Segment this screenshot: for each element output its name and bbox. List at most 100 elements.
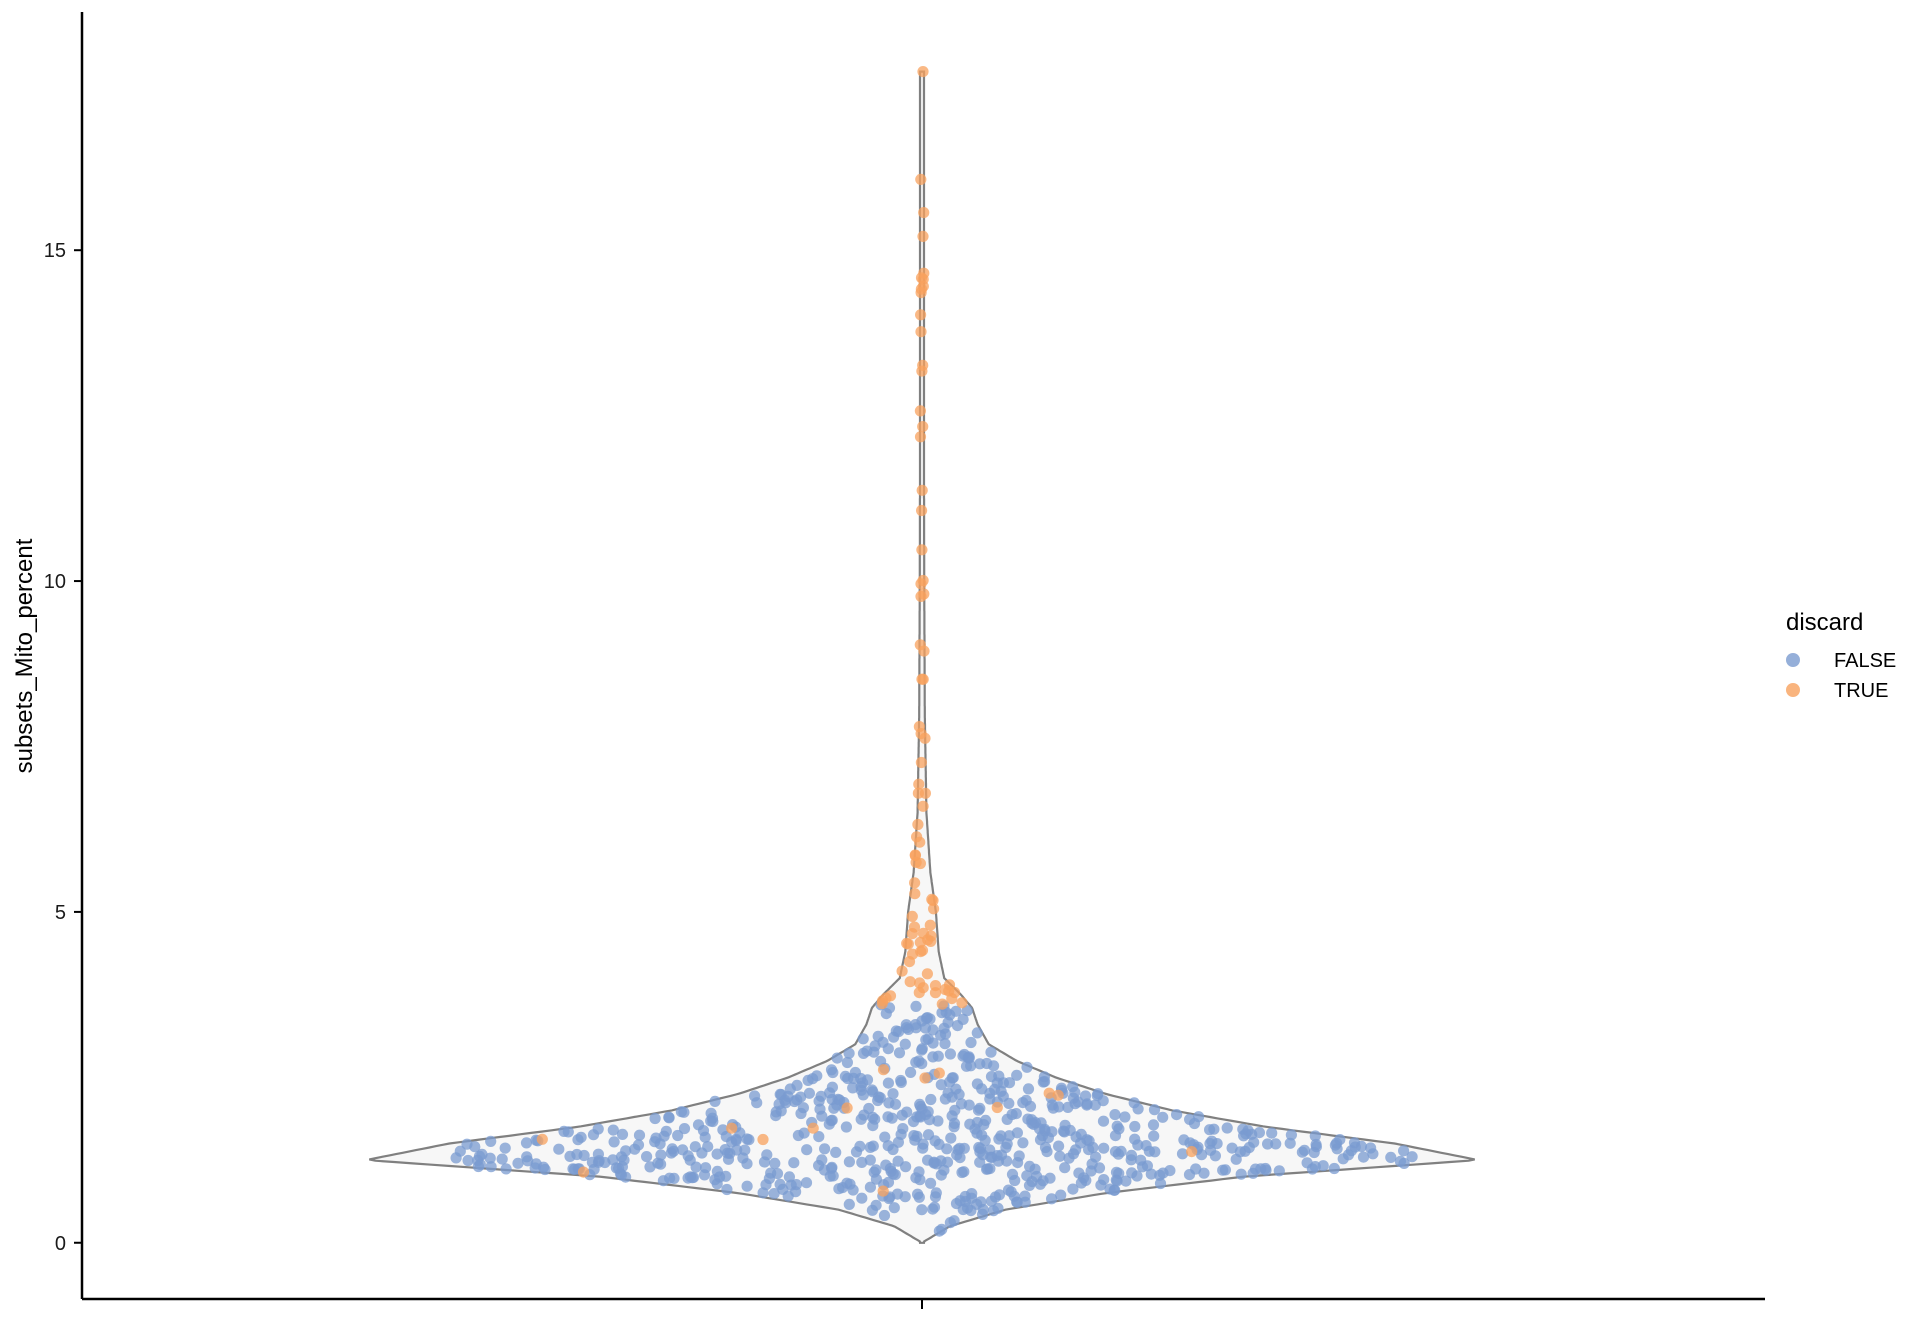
point-false xyxy=(1081,1134,1093,1146)
point-true xyxy=(906,910,918,923)
point-false xyxy=(928,1201,941,1213)
point-false xyxy=(1246,1128,1258,1140)
point-false xyxy=(1010,1108,1022,1120)
point-false xyxy=(916,1204,928,1216)
point-false xyxy=(1039,1141,1052,1154)
point-false xyxy=(993,1070,1005,1082)
point-false xyxy=(837,1182,849,1194)
point-false xyxy=(500,1163,512,1175)
point-false xyxy=(1067,1081,1079,1093)
point-true xyxy=(1043,1087,1055,1099)
point-false xyxy=(916,1044,928,1056)
point-true xyxy=(917,800,929,812)
point-false xyxy=(841,1056,854,1069)
point-false xyxy=(917,1142,929,1154)
point-false xyxy=(921,1012,934,1024)
axes xyxy=(80,12,1765,1309)
point-true xyxy=(917,66,929,78)
point-false xyxy=(791,1094,803,1106)
point-false xyxy=(484,1152,496,1164)
point-false xyxy=(1176,1148,1189,1160)
point-true xyxy=(914,431,927,443)
point-false xyxy=(741,1180,753,1192)
point-false xyxy=(819,1143,831,1155)
point-true xyxy=(918,207,930,219)
point-false xyxy=(1073,1167,1085,1179)
point-false xyxy=(897,1123,909,1135)
point-false xyxy=(768,1188,780,1200)
legend: discard FALSE TRUE xyxy=(1786,609,1896,702)
point-false xyxy=(1024,1160,1036,1172)
point-false xyxy=(578,1149,590,1162)
point-false xyxy=(1129,1133,1141,1145)
point-false xyxy=(686,1172,698,1184)
point-true xyxy=(919,732,931,744)
point-false xyxy=(1120,1175,1132,1187)
point-false xyxy=(857,1033,869,1045)
point-false xyxy=(1037,1076,1049,1088)
point-false xyxy=(593,1155,605,1167)
point-false xyxy=(864,1181,877,1193)
point-false xyxy=(792,1129,805,1142)
point-false xyxy=(537,1161,550,1173)
point-true xyxy=(914,639,926,651)
point-false xyxy=(824,1170,836,1182)
point-false xyxy=(1097,1115,1110,1127)
point-false xyxy=(988,1060,1000,1072)
point-false xyxy=(1217,1164,1229,1176)
point-false xyxy=(760,1179,772,1191)
point-true xyxy=(896,965,908,977)
point-true xyxy=(917,421,929,433)
point-false xyxy=(618,1154,630,1166)
point-false xyxy=(950,1005,962,1017)
point-true xyxy=(916,673,928,685)
point-false xyxy=(650,1132,662,1144)
point-true xyxy=(904,976,916,988)
point-true xyxy=(913,987,925,999)
point-false xyxy=(870,1173,883,1185)
point-false xyxy=(878,1209,891,1222)
point-false xyxy=(850,1146,863,1158)
point-false xyxy=(616,1128,629,1140)
point-false xyxy=(946,1072,958,1084)
point-false xyxy=(913,1055,925,1067)
point-false xyxy=(462,1154,474,1167)
point-false xyxy=(801,1144,813,1156)
point-false xyxy=(814,1103,826,1115)
point-true xyxy=(1186,1146,1198,1158)
legend-swatch-false xyxy=(1786,653,1800,667)
point-true xyxy=(876,997,888,1010)
point-false xyxy=(699,1131,711,1143)
point-false xyxy=(913,1166,925,1178)
point-false xyxy=(910,1000,922,1013)
point-false xyxy=(892,1136,905,1148)
y-axis-title: subsets_Mito_percent xyxy=(11,538,38,773)
point-false xyxy=(855,1072,867,1085)
point-false xyxy=(939,1093,952,1105)
point-false xyxy=(1129,1120,1141,1133)
point-false xyxy=(709,1174,721,1186)
point-false xyxy=(1147,1119,1160,1131)
point-false xyxy=(834,1094,846,1106)
point-false xyxy=(1021,1061,1033,1073)
point-false xyxy=(856,1192,868,1204)
point-false xyxy=(948,1117,961,1129)
point-false xyxy=(1011,1127,1024,1139)
point-false xyxy=(979,1134,991,1146)
point-false xyxy=(1085,1165,1097,1177)
point-false xyxy=(856,1156,868,1168)
point-true xyxy=(936,998,948,1010)
point-false xyxy=(985,1046,997,1058)
point-false xyxy=(1266,1127,1278,1139)
point-false xyxy=(769,1157,781,1169)
point-true xyxy=(807,1122,819,1134)
point-false xyxy=(880,1159,892,1171)
point-false xyxy=(1023,1179,1036,1191)
point-false xyxy=(974,1102,986,1114)
point-false xyxy=(961,1005,973,1017)
point-false xyxy=(562,1126,574,1138)
point-true xyxy=(921,968,934,980)
point-false xyxy=(927,1037,939,1049)
point-false xyxy=(863,1102,875,1115)
